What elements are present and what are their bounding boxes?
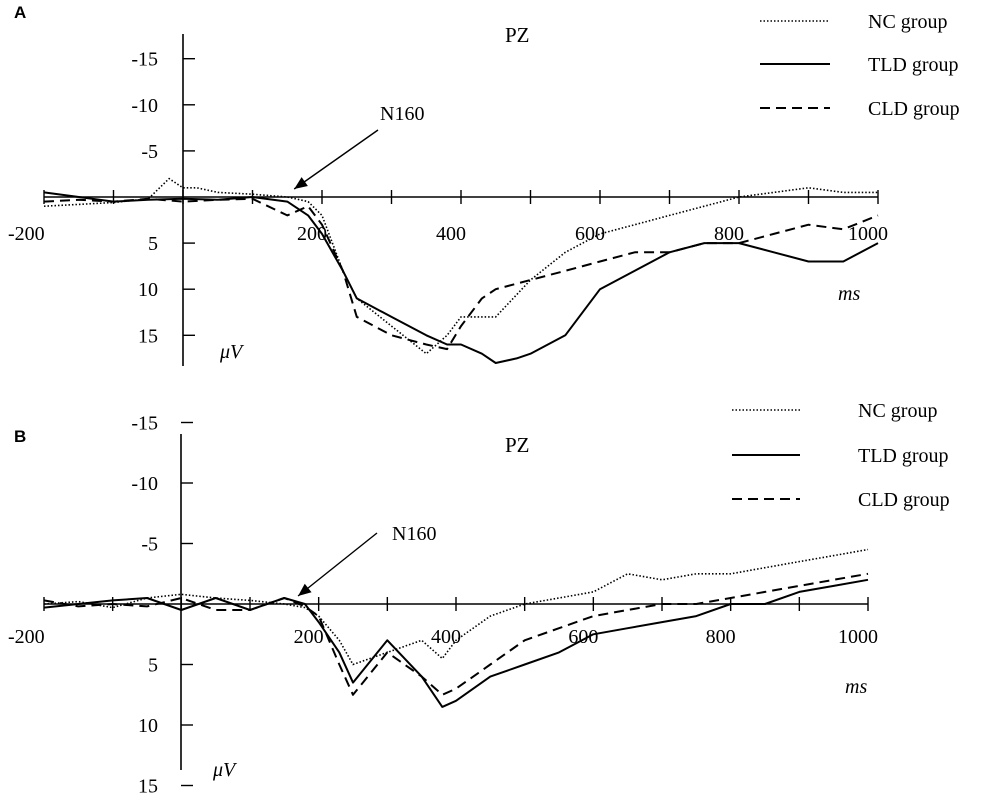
panel-label-b: B bbox=[14, 427, 26, 446]
y-tick-label: 10 bbox=[138, 279, 158, 301]
panel-a-n160-label: N160 bbox=[380, 103, 424, 125]
x-tick-label: 400 bbox=[431, 626, 461, 648]
panel-a-series bbox=[43, 129, 879, 364]
panel-a-legend: NC group TLD group CLD group bbox=[760, 11, 960, 120]
legend-label: TLD group bbox=[858, 445, 949, 467]
legend-label: CLD group bbox=[858, 489, 950, 511]
x-tick-label: 200 bbox=[297, 223, 327, 245]
y-tick-label: 5 bbox=[148, 655, 158, 677]
y-tick-label: -5 bbox=[141, 141, 158, 163]
panel-a: A PZ μV ms N160 -200 200 400 600 800 1000-15-… bbox=[8, 3, 960, 366]
x-tick-label: -200 bbox=[8, 626, 45, 648]
panel-b-ylabel: μV bbox=[212, 759, 238, 781]
x-tick-label: 1000 bbox=[848, 223, 888, 245]
legend-label: CLD group bbox=[868, 98, 960, 120]
x-tick-label: 800 bbox=[714, 223, 744, 245]
legend-label: NC group bbox=[868, 11, 947, 33]
panel-a-xlabel: ms bbox=[838, 283, 860, 305]
y-tick-label: 15 bbox=[138, 325, 158, 347]
panel-a-axes: -200 200 400 600 800 1000 -15 -10 -5 5 10 15 bbox=[8, 34, 888, 366]
y-tick-label: 15 bbox=[138, 776, 158, 797]
series-line-tld bbox=[43, 578, 869, 708]
panel-b-xlabel: ms bbox=[845, 676, 867, 698]
y-tick-label: -10 bbox=[131, 473, 158, 495]
series-line-tld bbox=[43, 191, 879, 364]
panel-b-legend: NC group TLD group CLD group bbox=[732, 400, 950, 511]
x-tick-label: 600 bbox=[575, 223, 605, 245]
x-tick-label: 800 bbox=[706, 626, 736, 648]
panel-b-title: PZ bbox=[505, 433, 530, 457]
panel-label-a: A bbox=[14, 3, 26, 22]
x-tick-label: 200 bbox=[294, 626, 324, 648]
panel-a-title: PZ bbox=[505, 23, 530, 47]
n160-arrow bbox=[297, 532, 378, 597]
y-tick-label: -15 bbox=[131, 49, 158, 71]
panel-b-n160-label: N160 bbox=[392, 523, 436, 545]
legend-label: NC group bbox=[858, 400, 937, 422]
n160-arrowhead bbox=[294, 177, 308, 189]
series-line-cld bbox=[43, 197, 879, 351]
series-line-cld bbox=[43, 572, 869, 696]
panel-a-ylabel: μV bbox=[219, 341, 245, 363]
series-line-nc bbox=[43, 177, 878, 355]
y-tick-label: -5 bbox=[141, 534, 158, 556]
x-tick-label: -200 bbox=[8, 223, 45, 245]
y-tick-label: -15 bbox=[131, 413, 158, 435]
legend-label: TLD group bbox=[868, 54, 959, 76]
x-tick-label: 1000 bbox=[838, 626, 878, 648]
y-tick-label: 10 bbox=[138, 715, 158, 737]
x-tick-label: 400 bbox=[436, 223, 466, 245]
n160-arrowhead bbox=[298, 583, 312, 596]
y-tick-label: 5 bbox=[148, 233, 158, 255]
n160-arrow bbox=[293, 129, 379, 190]
panel-b: B PZ μV ms N160 -200 200 400 600 800 1000-15-… bbox=[8, 400, 950, 797]
y-tick-label: -10 bbox=[131, 95, 158, 117]
panel-b-series bbox=[43, 532, 869, 708]
